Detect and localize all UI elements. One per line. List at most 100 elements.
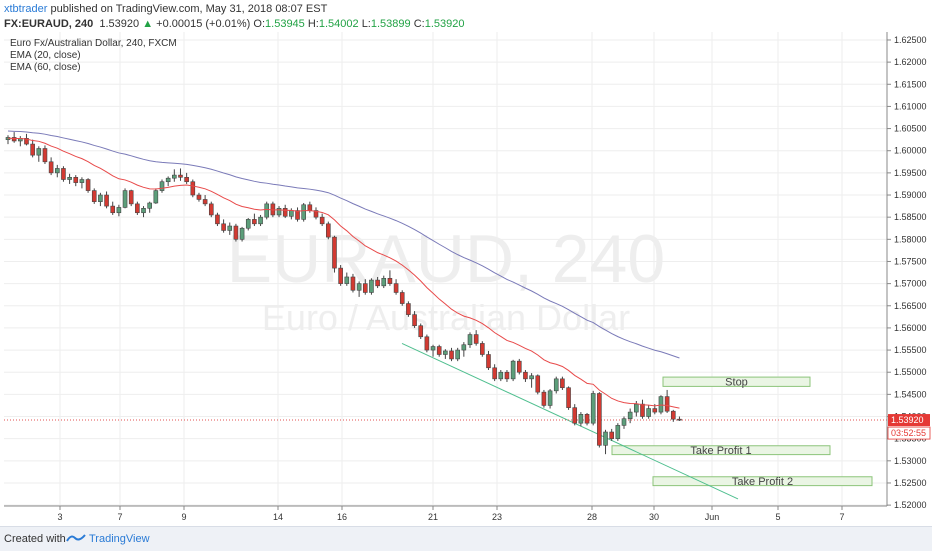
x-tick-label: 23 [492,512,502,522]
candle [560,376,565,390]
tp1-box[interactable] [611,445,831,456]
author-link[interactable]: xtbtrader [4,3,48,15]
candle [319,213,325,227]
high-label: H: [307,18,319,30]
y-tick-label: 1.61500 [894,79,927,89]
candle [190,179,196,198]
x-tick-label: 5 [775,512,780,522]
y-tick-label: 1.52500 [894,478,927,488]
x-tick-label: Jun [705,512,720,522]
y-tick-label: 1.53000 [894,456,927,466]
candle [362,279,368,295]
candle [369,278,374,295]
tradingview-logo-icon [66,534,86,542]
x-tick-label: 28 [587,512,597,522]
y-tick-label: 1.56500 [894,301,927,311]
candle [276,206,282,218]
y-tick-label: 1.61000 [894,101,927,111]
candle [670,409,676,422]
candle [553,376,559,394]
change-value: +0.00015 (+0.01%) [156,18,251,30]
candle [73,175,79,187]
legend-ema20: EMA (20, close) [10,50,81,61]
candle [424,334,430,353]
x-tick-label: 3 [57,512,62,522]
symbol-label: FX:EURAUD, 240 [4,18,94,30]
candle [165,176,171,187]
candle [147,201,152,213]
candle [61,166,66,182]
low-label: L: [361,18,371,30]
target-boxes[interactable]: Stop Take Profit 1 Take Profit 2 [611,376,873,488]
candle [98,192,103,207]
arrow-up-icon: ▲ [142,18,154,30]
countdown-tag: 03:52:55 [887,426,931,440]
candle [196,192,202,202]
price-chart[interactable]: EURAUD, 240 Euro / Australian Dollar Sto… [0,32,932,526]
candle [122,188,128,209]
candle [529,373,534,388]
y-tick-label: 1.62000 [894,57,927,67]
y-tick-label: 1.56000 [894,323,927,333]
price-axis[interactable]: 1.62500 1.62000 1.61500 1.61000 1.60500 1.600… [887,35,927,510]
candle [455,347,460,362]
candle [42,145,48,165]
candle [110,201,116,215]
candle [221,219,226,233]
candle [418,323,424,339]
candle [510,359,516,382]
candle [159,179,165,193]
x-tick-label: 7 [839,512,844,522]
time-axis[interactable]: 3 7 9 14 16 21 23 28 30 Jun 5 7 [57,506,845,522]
candle [467,332,473,348]
y-tick-label: 1.60000 [894,146,927,156]
candle [24,133,29,146]
candle [153,188,159,204]
y-tick-label: 1.52000 [894,500,927,510]
candle [338,265,343,286]
candle [664,389,670,413]
candle [258,214,263,227]
open-value: 1.53945 [265,18,305,30]
x-tick-label: 16 [337,512,347,522]
y-tick-label: 1.57500 [894,256,927,266]
candle [615,423,621,441]
candle [381,275,387,289]
candle [566,386,571,410]
y-tick-label: 1.59500 [894,168,927,178]
candle [449,347,454,362]
candle [326,221,331,240]
candle [597,392,602,448]
low-value: 1.53899 [370,18,411,30]
candle [252,213,257,227]
y-tick-label: 1.55500 [894,345,927,355]
stop-box[interactable] [662,376,811,387]
ohlc-bar: FX:EURAUD, 240 1.53920 ▲ +0.00015 (+0.01… [4,18,464,30]
candle [202,195,208,207]
candle [547,389,553,409]
countdown-text: 03:52:55 [891,428,926,438]
tp2-box[interactable] [652,476,873,487]
candle [480,341,485,357]
candle [79,177,85,189]
candle [141,206,146,218]
open-label: O: [253,18,266,30]
candle [609,428,614,441]
candle [215,212,220,227]
candle [646,405,651,419]
candle [85,178,91,193]
candle [640,399,645,419]
tradingview-link[interactable]: TradingView [89,533,150,545]
candle [184,172,189,184]
candle [584,412,590,426]
candle [387,270,393,286]
candle [443,349,448,359]
trendline[interactable] [401,342,739,500]
y-tick-label: 1.58000 [894,234,927,244]
y-tick-label: 1.59000 [894,190,927,200]
candle [627,408,633,424]
candle [48,157,54,176]
tp1-label: Take Profit 1 [690,445,751,457]
x-tick-label: 30 [649,512,659,522]
candle [356,281,362,297]
